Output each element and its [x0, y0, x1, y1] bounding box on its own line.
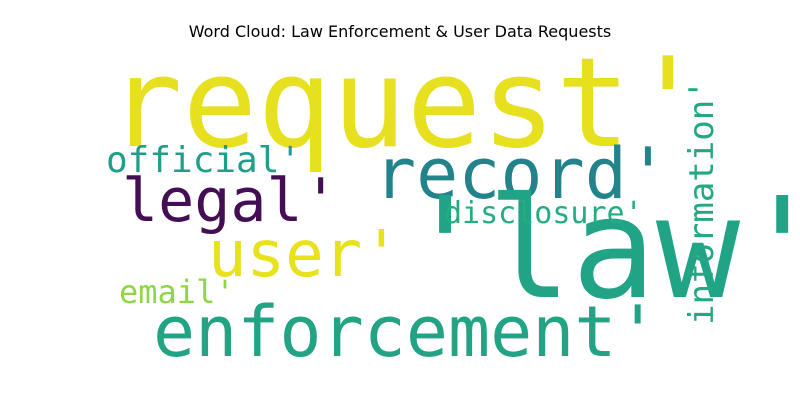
word-official: official' [106, 140, 302, 181]
word-record: record' [374, 133, 670, 215]
word-user: user' [208, 218, 401, 292]
word-request: request' [108, 32, 706, 176]
chart-title: Word Cloud: Law Enforcement & User Data … [188, 22, 612, 41]
word-enforcement: enforcement' [153, 291, 659, 373]
word-disclosure: disclosure' [444, 196, 643, 231]
word-law: 'law' [403, 168, 800, 331]
word-legal: legal' [122, 166, 339, 236]
word-email: email' [119, 273, 235, 311]
word-information: information' [682, 79, 722, 325]
